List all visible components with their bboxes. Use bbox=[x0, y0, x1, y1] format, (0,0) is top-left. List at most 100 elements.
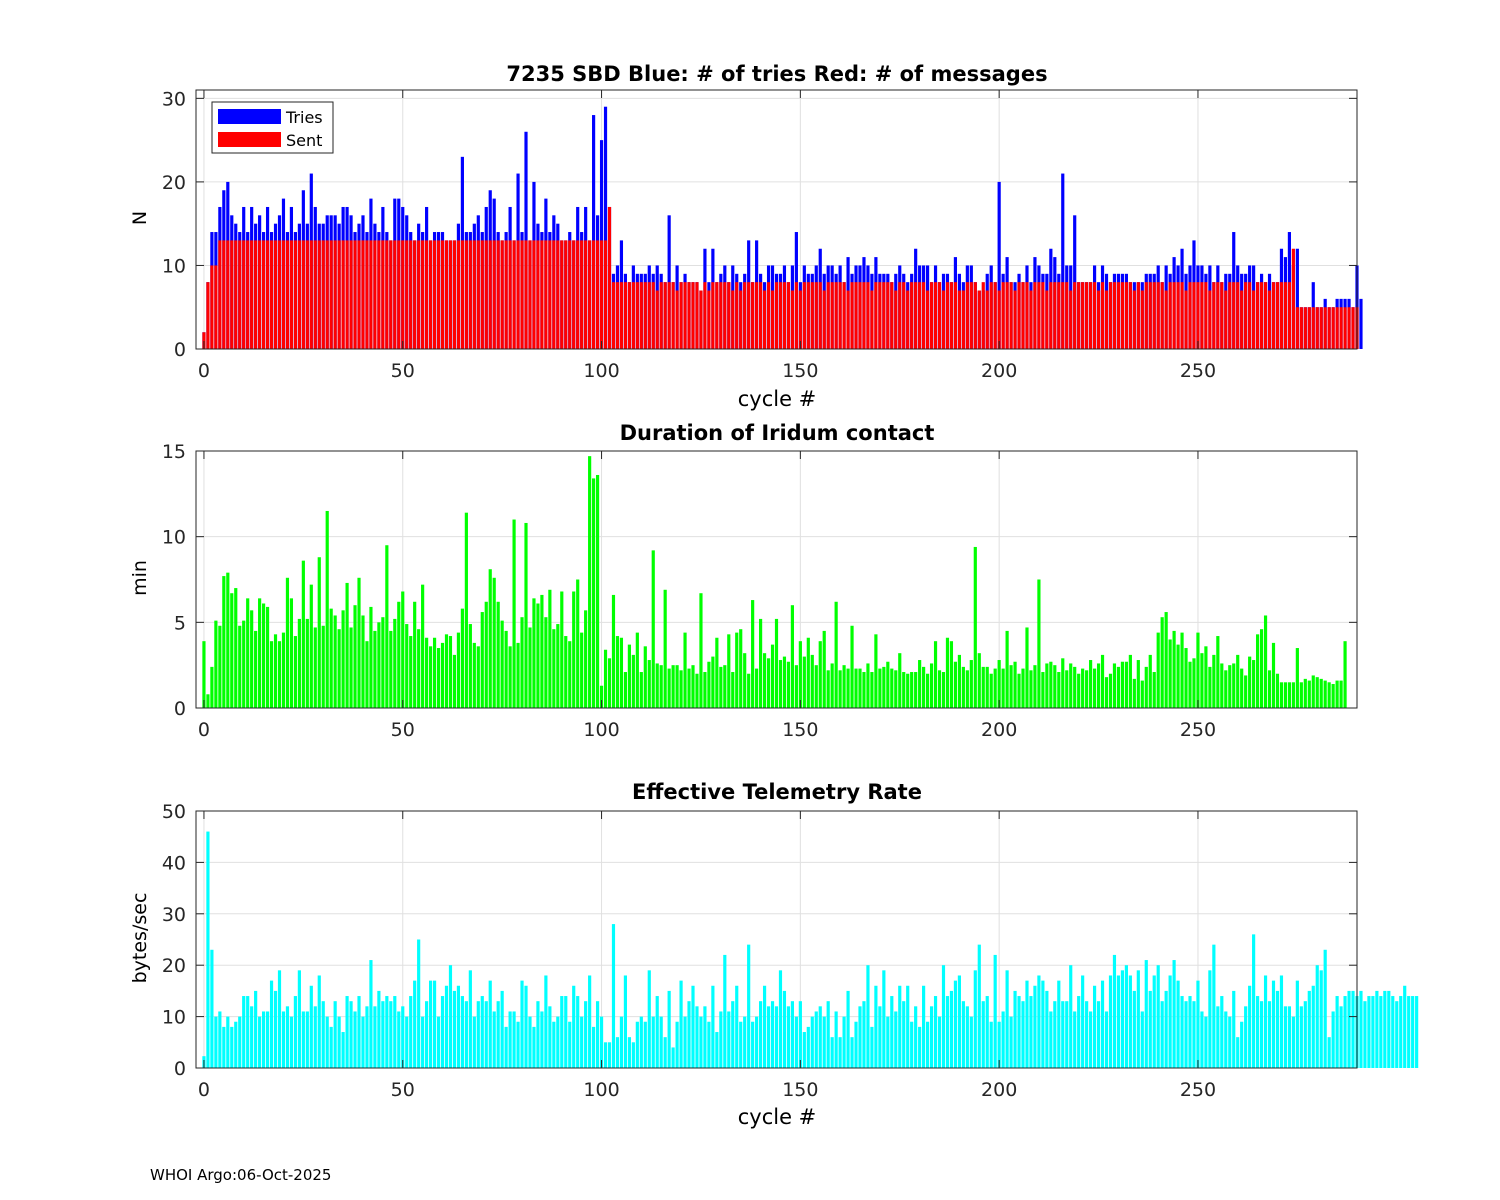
bar bbox=[405, 240, 409, 349]
bar bbox=[822, 630, 826, 708]
bar bbox=[1248, 282, 1252, 349]
bar bbox=[615, 282, 620, 349]
bar bbox=[607, 206, 612, 349]
bar bbox=[643, 282, 647, 349]
bar bbox=[1112, 954, 1117, 1068]
bar bbox=[512, 519, 516, 708]
bar bbox=[922, 985, 926, 1068]
bar bbox=[727, 634, 731, 708]
bar bbox=[1248, 985, 1252, 1068]
bar bbox=[711, 656, 715, 708]
bar bbox=[1188, 661, 1192, 708]
bar bbox=[202, 332, 206, 349]
bar bbox=[1204, 282, 1208, 349]
bar bbox=[1009, 665, 1013, 708]
bar bbox=[735, 632, 739, 708]
bar bbox=[528, 1016, 532, 1068]
x-tick-label: 200 bbox=[981, 719, 1017, 741]
bar bbox=[739, 290, 743, 349]
bar bbox=[743, 282, 747, 349]
x-tick-label: 50 bbox=[391, 1079, 415, 1101]
bar bbox=[1116, 666, 1121, 708]
bar bbox=[1315, 965, 1319, 1068]
bar bbox=[230, 593, 234, 708]
bar bbox=[258, 598, 262, 708]
bar bbox=[703, 282, 707, 349]
bar bbox=[623, 672, 627, 708]
bar bbox=[615, 1037, 620, 1068]
axes-box bbox=[195, 450, 1358, 709]
bar bbox=[1287, 1006, 1291, 1068]
bar bbox=[262, 240, 266, 349]
bar bbox=[1029, 290, 1033, 349]
bar bbox=[218, 625, 222, 708]
y-tick-label: 15 bbox=[162, 441, 186, 463]
bar bbox=[743, 1016, 747, 1068]
y-tick-label: 0 bbox=[174, 698, 186, 720]
duration-chart: 0 50 100 150 200 250 0 5 10 15 Duration of Iridum… bbox=[129, 421, 1358, 741]
bar bbox=[695, 282, 699, 349]
bar bbox=[671, 665, 675, 708]
bar bbox=[715, 1032, 719, 1068]
bar bbox=[301, 560, 305, 708]
bar bbox=[683, 282, 687, 349]
bar bbox=[333, 240, 337, 349]
bar bbox=[309, 240, 313, 349]
bar bbox=[460, 240, 464, 349]
bar bbox=[1236, 654, 1240, 708]
bar bbox=[1295, 307, 1299, 349]
bar bbox=[778, 970, 783, 1068]
bar bbox=[902, 282, 906, 349]
bar bbox=[906, 673, 910, 708]
x-tick-label: 200 bbox=[981, 360, 1017, 382]
bar bbox=[1244, 1006, 1248, 1068]
bar bbox=[1124, 661, 1128, 708]
bar bbox=[333, 615, 337, 708]
bar bbox=[484, 1001, 488, 1068]
bar bbox=[226, 240, 230, 349]
bar bbox=[703, 1006, 707, 1068]
bar bbox=[214, 620, 218, 708]
y-tick-label: 10 bbox=[162, 1007, 186, 1029]
bar bbox=[715, 282, 719, 349]
bar bbox=[540, 1011, 544, 1068]
y-tick-label: 0 bbox=[174, 1058, 186, 1080]
bar bbox=[794, 665, 798, 708]
bar bbox=[826, 282, 830, 349]
series-duration bbox=[202, 456, 1347, 708]
bar bbox=[468, 970, 472, 1068]
bar bbox=[436, 648, 441, 708]
bar bbox=[969, 1016, 973, 1068]
y-tick-label: 0 bbox=[174, 339, 186, 361]
bar bbox=[599, 1016, 604, 1068]
bar bbox=[206, 282, 210, 349]
bar bbox=[389, 1001, 393, 1068]
bar bbox=[464, 512, 468, 708]
bar bbox=[1220, 996, 1224, 1068]
bar bbox=[659, 665, 663, 708]
bar bbox=[894, 1011, 898, 1068]
footer-note: WHOI Argo:06-Oct-2025 bbox=[150, 1166, 332, 1184]
bar bbox=[834, 601, 838, 708]
bar bbox=[1144, 960, 1148, 1068]
bar bbox=[373, 240, 377, 349]
bar bbox=[611, 594, 616, 708]
bar bbox=[230, 1026, 234, 1068]
bar bbox=[782, 656, 787, 708]
bar bbox=[862, 1001, 866, 1068]
bar bbox=[576, 996, 580, 1068]
bar bbox=[766, 658, 771, 708]
bar bbox=[1295, 980, 1299, 1068]
bar bbox=[1244, 675, 1248, 708]
bar bbox=[556, 240, 560, 349]
bar bbox=[444, 634, 449, 708]
bar bbox=[1089, 282, 1093, 349]
bar bbox=[977, 653, 981, 708]
bar bbox=[870, 672, 874, 708]
bar bbox=[341, 610, 345, 708]
bar bbox=[301, 240, 305, 349]
bar bbox=[468, 624, 472, 708]
bar bbox=[361, 240, 365, 349]
bar bbox=[1104, 1011, 1109, 1068]
bar bbox=[206, 831, 210, 1068]
